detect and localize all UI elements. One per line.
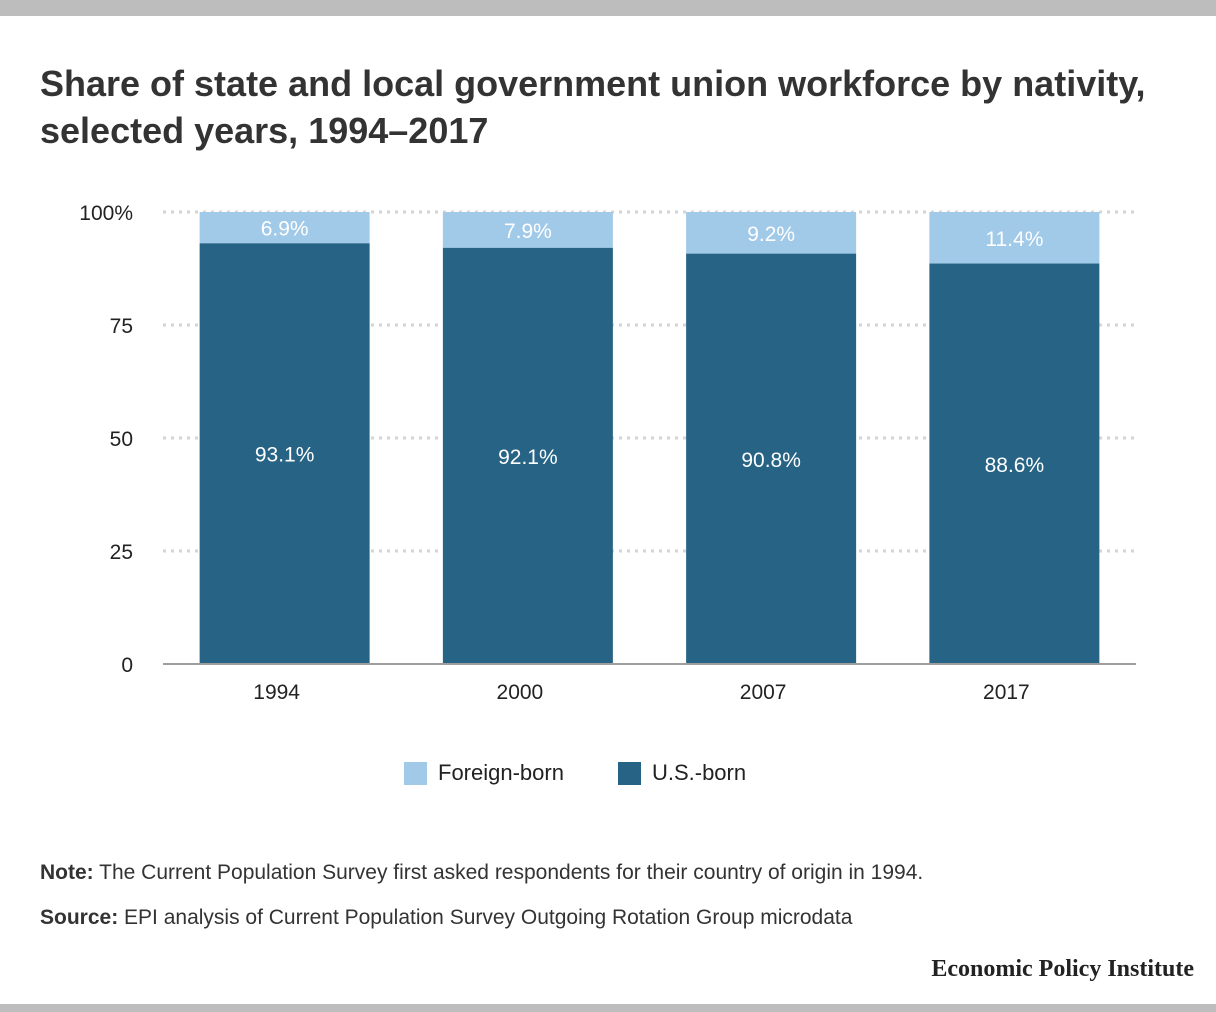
- data-label-foreign-born: 7.9%: [504, 220, 552, 243]
- chart-note: Note: The Current Population Survey firs…: [40, 861, 923, 885]
- legend-item-foreign-born: Foreign-born: [404, 760, 564, 786]
- legend-swatch-us-born: [617, 761, 641, 785]
- data-label-foreign-born: 11.4%: [985, 228, 1043, 251]
- bar-us-born: [199, 243, 370, 665]
- chart-title: Share of state and local government unio…: [40, 63, 1146, 151]
- legend-label-us-born: U.S.-born: [651, 760, 747, 785]
- data-label-us-born: 90.8%: [741, 449, 801, 472]
- legend-item-us-born: U.S.-born: [617, 760, 747, 786]
- chart-legend: Foreign-born U.S.-born: [404, 760, 800, 786]
- data-label-us-born: 93.1%: [255, 444, 315, 467]
- data-label-us-born: 92.1%: [498, 446, 558, 469]
- organization-name: Economic Policy Institute: [931, 956, 1194, 982]
- legend-label-foreign-born: Foreign-born: [438, 760, 564, 785]
- y-tick-label: 50: [110, 428, 133, 451]
- x-tick-label: 2017: [983, 681, 1030, 704]
- data-label-foreign-born: 9.2%: [747, 223, 795, 246]
- y-tick-label: 25: [110, 541, 133, 564]
- bar-foreign-born: [442, 212, 613, 248]
- note-text: The Current Population Survey first aske…: [93, 861, 924, 884]
- chart-source: Source: EPI analysis of Current Populati…: [40, 906, 852, 930]
- bar-foreign-born: [686, 212, 857, 254]
- source-label: Source:: [40, 906, 119, 929]
- bar-us-born: [442, 247, 613, 664]
- legend-swatch-foreign-born: [404, 761, 427, 785]
- x-tick-label: 1994: [253, 681, 300, 704]
- y-tick-label: 75: [110, 315, 133, 338]
- x-tick-label: 2000: [497, 681, 544, 704]
- bar-us-born: [686, 253, 857, 665]
- data-label-foreign-born: 6.9%: [261, 218, 309, 241]
- bar-foreign-born: [199, 212, 370, 244]
- x-tick-label: 2007: [740, 681, 787, 704]
- y-tick-label: 0: [121, 654, 133, 677]
- bar-foreign-born: [929, 212, 1100, 264]
- y-tick-label: 100%: [79, 202, 133, 225]
- bottom-border-bar: [0, 1004, 1216, 1012]
- top-border-bar: [0, 0, 1216, 16]
- bar-us-born: [929, 263, 1100, 664]
- stacked-bar-chart: 0 25 50 75 100% 93.1% 6.9% 1994 92.1% 7.9% 2000 90.…: [79, 202, 1136, 704]
- data-label-us-born: 88.6%: [985, 454, 1045, 477]
- source-text: EPI analysis of Current Population Surve…: [118, 906, 853, 929]
- note-label: Note:: [40, 861, 94, 884]
